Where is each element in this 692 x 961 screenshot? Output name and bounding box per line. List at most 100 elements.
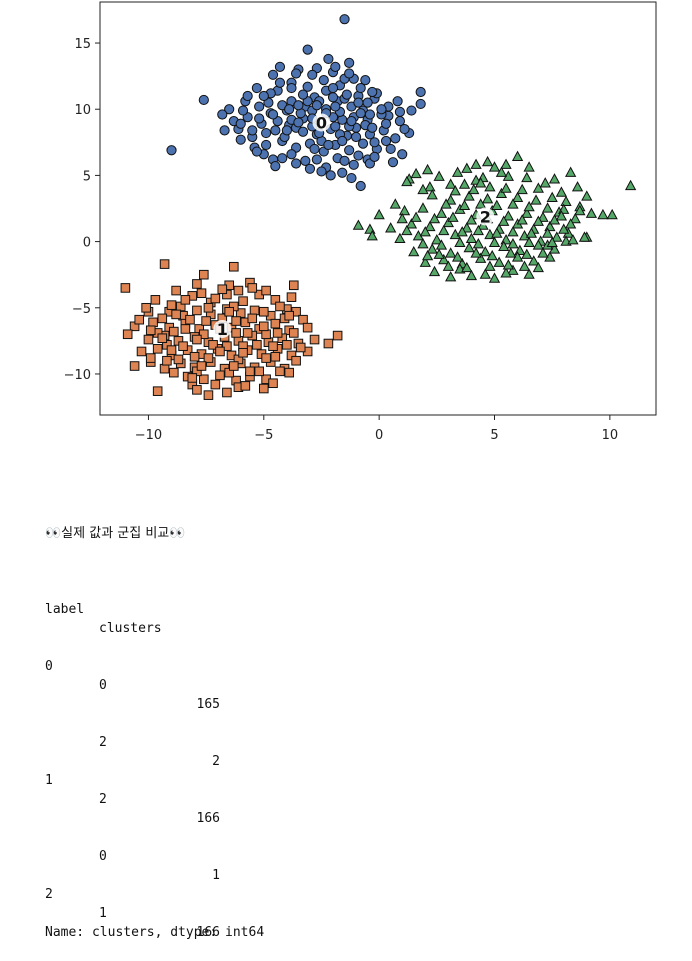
row-label: 1 [45,773,53,788]
data-point [523,161,535,172]
output-row: 0 1 [45,809,264,883]
data-point [316,166,327,177]
data-point [323,139,334,151]
data-point [454,236,466,248]
data-point [380,135,392,147]
cluster-centers-layer: 0 1 2 [213,113,495,339]
data-point [369,151,380,162]
row-cluster: 0 [99,849,107,864]
data-point [275,301,285,312]
data-point [288,280,299,291]
data-point [229,361,239,371]
data-point [521,207,533,218]
data-point [424,220,436,232]
data-point [270,125,281,136]
data-point [558,223,570,234]
data-point [357,138,369,149]
data-point [521,171,533,183]
cluster-center-marker [312,113,331,132]
data-point [532,215,544,226]
data-point [259,306,269,317]
data-point [238,296,248,306]
data-point [528,255,540,266]
data-point [421,249,434,261]
data-point [461,261,473,273]
data-point [389,198,401,209]
data-point [346,116,357,127]
data-point [567,234,579,245]
data-point [362,97,373,108]
data-point [606,208,618,220]
data-point [166,300,177,310]
data-point [428,212,441,224]
data-point [440,198,452,209]
data-point [488,272,501,283]
data-point [304,163,316,174]
data-point [129,361,140,371]
data-point [192,334,202,345]
y-tick-label: 0 [83,236,91,251]
data-point [346,172,357,184]
data-point [259,321,269,332]
data-point [337,135,348,147]
data-point [366,230,378,241]
data-point [233,285,244,296]
data-point [152,344,163,354]
data-point [445,271,457,282]
data-point [385,222,397,233]
data-point [229,261,239,272]
cluster-center-marker [476,207,495,226]
data-point [387,157,399,168]
row-cluster: 2 [99,792,107,807]
data-point [560,195,572,206]
data-point [284,104,295,115]
data-point [428,265,441,277]
data-point [298,314,308,325]
data-point [442,260,455,271]
data-point [479,268,491,279]
data-point [421,163,434,175]
data-point [327,92,339,103]
data-point [180,324,191,334]
data-point [171,285,181,296]
data-point [152,386,163,396]
data-point [438,224,450,236]
data-point [417,202,429,213]
data-point [523,236,535,248]
data-point [442,216,455,228]
data-point [295,342,306,353]
data-point [401,175,413,187]
data-point [261,127,272,139]
data-point [463,241,475,253]
data-point [217,109,228,120]
data-point [309,334,320,345]
data-point [541,202,554,213]
data-point [302,44,313,55]
data-point [385,143,396,155]
data-point [548,173,561,184]
data-point [426,189,438,200]
data-point [150,295,161,305]
points-layer [120,14,637,400]
data-point [302,322,313,333]
data-point [408,245,420,257]
data-point [284,367,294,378]
data-point [406,105,417,116]
output-row: 2 1 166 [45,866,264,940]
data-point [242,328,253,338]
data-point [288,328,299,338]
data-point [502,210,514,221]
data-point [166,345,177,355]
data-point [500,267,512,278]
data-point [445,247,457,258]
data-point [398,204,411,216]
data-point [355,180,366,192]
data-point [475,252,487,263]
data-point [500,182,512,193]
data-point [367,122,378,133]
data-point [585,207,598,218]
data-point [235,118,246,129]
x-tick-label: −10 [135,428,162,443]
data-point [341,89,352,100]
data-point [484,181,496,192]
